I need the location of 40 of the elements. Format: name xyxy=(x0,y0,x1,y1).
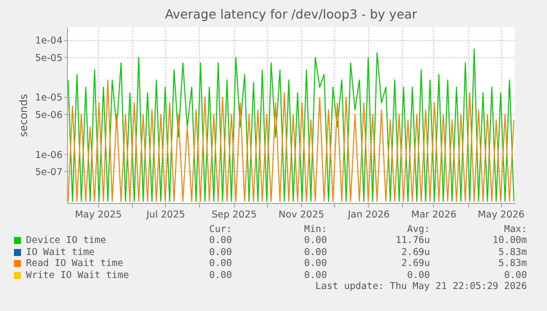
x-tick-label: Mar 2026 xyxy=(411,210,456,220)
text: 0.00 xyxy=(304,246,327,258)
text: 0.00 xyxy=(209,246,232,258)
text: Max: xyxy=(504,224,527,235)
text: 0.00 xyxy=(304,270,327,280)
text: 0.00 xyxy=(304,235,327,246)
y-tick-label: 1e-05 xyxy=(35,92,62,104)
chart-title: Average latency for /dev/loop3 - by year xyxy=(164,6,418,22)
y-axis-title: seconds xyxy=(18,94,30,137)
x-tick-label: Nov 2025 xyxy=(278,210,324,220)
legend-label: Device IO time xyxy=(26,235,106,246)
legend-label: Read IO Wait time xyxy=(26,258,124,269)
text: Avg: xyxy=(407,224,430,235)
y-tick-label: 5e-07 xyxy=(35,166,62,178)
x-tick-label: Jan 2026 xyxy=(346,210,390,220)
text: 0.00 xyxy=(504,270,527,280)
text: 2.69u xyxy=(401,258,430,269)
text: Last update: Thu May 21 22:05:29 2026 xyxy=(315,281,527,292)
text: 5.83m xyxy=(498,246,527,258)
y-tick-label: 5e-05 xyxy=(35,52,62,64)
text: 0.00 xyxy=(209,258,232,269)
y-tick-label: 1e-04 xyxy=(35,36,62,47)
text: 0.00 xyxy=(209,235,232,246)
x-tick-label: Sep 2025 xyxy=(212,210,257,220)
text: 5.83m xyxy=(498,258,527,269)
x-tick-label: Jul 2025 xyxy=(145,210,186,220)
legend-label: IO Wait time xyxy=(26,246,95,258)
x-tick-label: May 2026 xyxy=(478,210,525,220)
y-tick-label: 1e-06 xyxy=(35,150,62,161)
y-tick-label: 5e-06 xyxy=(35,110,62,121)
text: 0.00 xyxy=(304,258,327,269)
text: Cur: xyxy=(209,224,232,235)
text: 2.69u xyxy=(401,246,430,258)
text: 10.00m xyxy=(492,235,527,246)
text: Min: xyxy=(304,224,327,235)
text: 11.76u xyxy=(396,235,430,246)
text: 0.00 xyxy=(407,270,430,280)
x-tick-label: May 2025 xyxy=(74,210,122,220)
text: 0.00 xyxy=(209,270,232,280)
legend-label: Write IO Wait time xyxy=(26,270,129,280)
